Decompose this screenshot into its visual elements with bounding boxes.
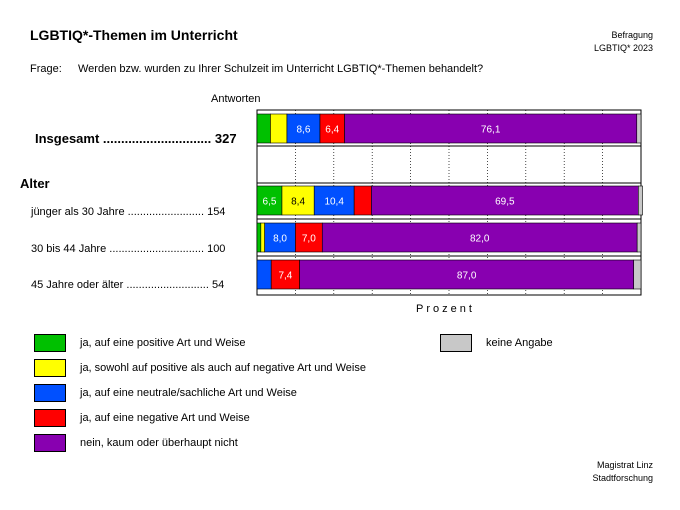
footer-department: Stadtforschung <box>592 473 653 483</box>
legend-swatch <box>34 384 66 402</box>
bar-segment <box>286 113 321 144</box>
bar-segment <box>636 222 642 253</box>
data-label: 82,0 <box>470 234 490 245</box>
bar-segment <box>270 259 300 290</box>
bar-segment <box>321 222 638 253</box>
legend-label: ja, sowohl auf positive als auch auf neg… <box>80 362 366 374</box>
row-label-45-plus: 45 Jahre oder älter ....................… <box>31 279 225 291</box>
bar-segment <box>295 222 323 253</box>
bar-segment <box>256 113 271 144</box>
legend-swatch <box>34 409 66 427</box>
bar-segment <box>260 222 265 253</box>
question-label: Frage: <box>30 63 62 75</box>
bar-segment <box>371 185 639 216</box>
data-label: 7,4 <box>278 271 292 282</box>
legend-label: nein, kaum oder überhaupt nicht <box>80 437 238 449</box>
bar-segment <box>264 222 296 253</box>
group-title-age: Alter <box>20 176 50 191</box>
legend-label: ja, auf eine positive Art und Weise <box>80 337 246 349</box>
data-label: 69,5 <box>495 197 515 208</box>
x-axis-label: Prozent <box>416 303 475 315</box>
data-label: 6,5 <box>263 197 277 208</box>
data-label: 76,1 <box>481 125 501 136</box>
legend-label: keine Angabe <box>486 337 553 349</box>
bar-segment <box>353 185 372 216</box>
legend-swatch <box>440 334 472 352</box>
survey-name: LGBTIQ* 2023 <box>593 43 653 53</box>
legend-swatch <box>34 334 66 352</box>
question-text: Werden bzw. wurden zu Ihrer Schulzeit im… <box>78 63 484 75</box>
legend-label: ja, auf eine neutrale/sachliche Art und … <box>80 387 297 399</box>
bar-segment <box>638 185 643 216</box>
chart-title: LGBTIQ*-Themen im Unterricht <box>30 27 238 43</box>
legend-swatch <box>34 434 66 452</box>
bar-segment <box>636 113 642 144</box>
legend-swatch <box>34 359 66 377</box>
data-label: 8,4 <box>291 197 305 208</box>
data-label: 6,4 <box>325 125 339 136</box>
survey-label: Befragung <box>611 30 653 40</box>
bar-segment <box>256 222 262 253</box>
bar-segment <box>256 259 272 290</box>
legend-label: ja, auf eine negative Art und Weise <box>80 412 250 424</box>
data-label: 8,0 <box>273 234 287 245</box>
bar-segment <box>270 113 288 144</box>
data-label: 7,0 <box>302 234 316 245</box>
footer-publisher: Magistrat Linz <box>596 460 653 470</box>
row-label-under-30: jünger als 30 Jahre ....................… <box>31 206 226 218</box>
bar-segment <box>313 185 355 216</box>
data-label: 8,6 <box>297 125 311 136</box>
bar-segment <box>344 113 638 144</box>
data-label: 10,4 <box>324 197 344 208</box>
responses-header: Antworten <box>211 93 261 105</box>
row-label-30-44: 30 bis 44 Jahre ........................… <box>31 243 226 255</box>
bar-segment <box>299 259 635 290</box>
row-label-total: Insgesamt ..............................… <box>35 131 237 146</box>
bar-segment <box>633 259 642 290</box>
bar-segment <box>256 185 283 216</box>
data-label: 87,0 <box>457 271 477 282</box>
